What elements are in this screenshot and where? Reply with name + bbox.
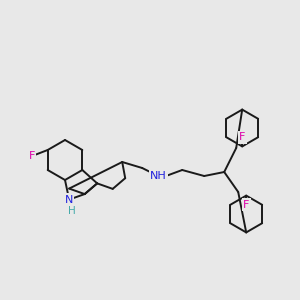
Text: F: F <box>243 200 249 210</box>
Text: F: F <box>28 151 35 161</box>
Text: F: F <box>239 132 245 142</box>
Text: H: H <box>68 206 76 216</box>
Text: NH: NH <box>150 171 166 181</box>
Text: N: N <box>65 195 73 205</box>
